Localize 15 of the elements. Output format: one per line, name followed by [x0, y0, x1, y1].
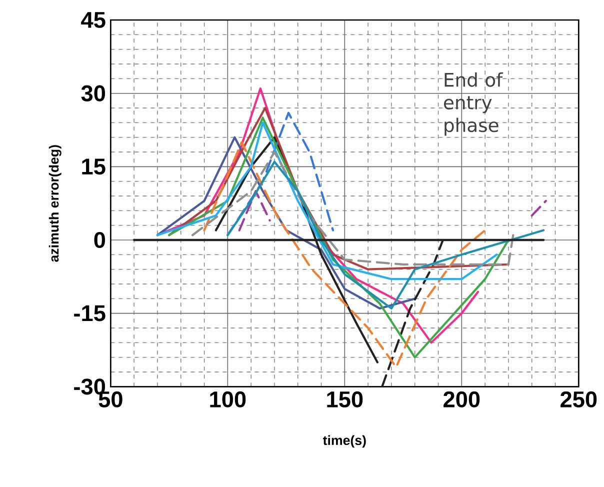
line-series: [226, 160, 545, 310]
y-tick-label: 15: [82, 158, 106, 175]
y-tick-label: -15: [74, 306, 106, 322]
line-series: [156, 136, 416, 310]
y-axis-title: azimuth error(deg): [48, 145, 62, 262]
line-series: [192, 151, 514, 266]
y-tick-label: 45: [81, 12, 106, 28]
x-tick-label: 250: [560, 392, 597, 408]
y-tick-label: 0: [94, 232, 106, 248]
x-tick-label: 200: [444, 392, 480, 408]
y-tick-label: 30: [81, 85, 106, 102]
x-axis-title: time(s): [322, 435, 366, 448]
x-tick-label: 100: [210, 392, 246, 408]
line-series: [203, 141, 486, 368]
x-tick-label: 150: [327, 392, 363, 408]
